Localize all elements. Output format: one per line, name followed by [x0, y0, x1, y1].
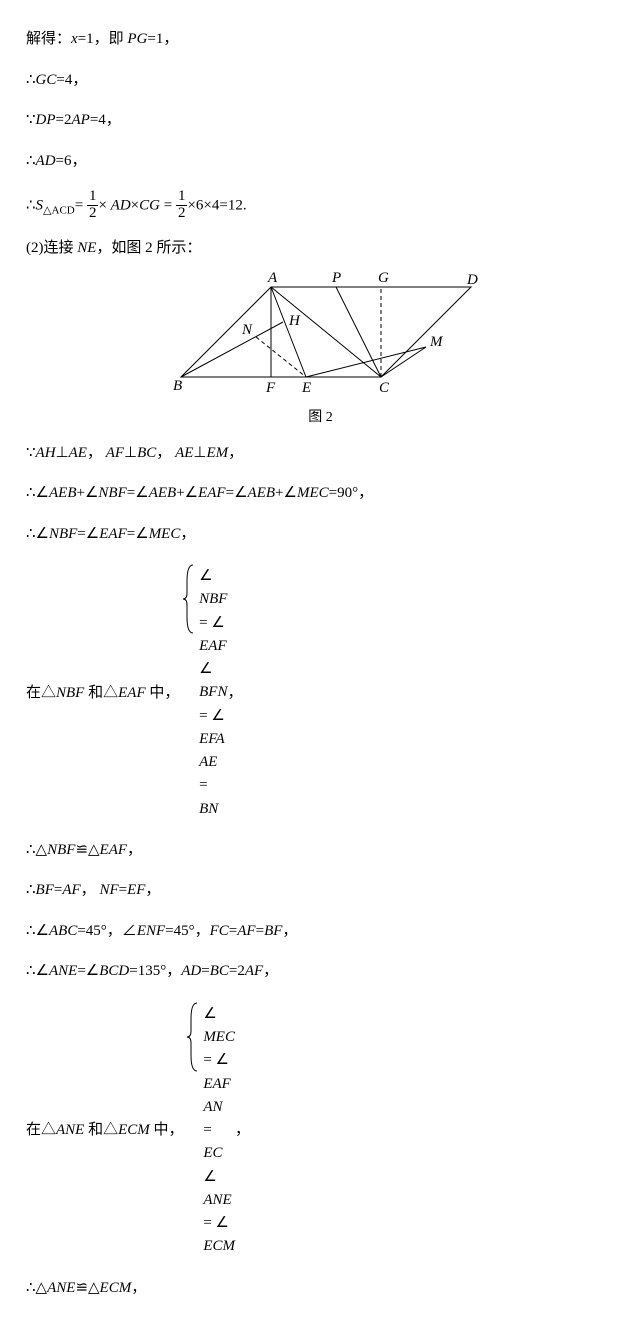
figure-caption: 图 2	[26, 407, 615, 428]
figure-2: A B C D E F G H M N P 图 2	[26, 267, 615, 428]
svg-text:E: E	[301, 380, 311, 396]
line-4: ∴AD=6，	[26, 150, 615, 173]
line-2: ∴GC=4，	[26, 69, 615, 92]
brace-block-1: ∠NBF = ∠EAF ∠BFN = ∠EFA AE = BN	[183, 563, 227, 823]
svg-text:F: F	[265, 380, 276, 396]
line-9: ∴∠NBF=∠EAF=∠MEC，	[26, 523, 615, 546]
line-13: ∴∠ABC=45°，∠ENF=45°，FC=AF=BF，	[26, 920, 615, 943]
svg-text:B: B	[173, 378, 182, 394]
svg-text:A: A	[267, 270, 278, 286]
diagram-svg: A B C D E F G H M N P	[161, 267, 481, 397]
brace-block-2: ∠MEC = ∠EAF AN = EC ∠ANE = ∠ECM	[187, 1001, 235, 1261]
line-5: ∴S△ACD= 12× AD×CG = 12×6×4=12.	[26, 190, 615, 223]
svg-text:H: H	[288, 313, 301, 329]
line-7: ∵AH⊥AE， AF⊥BC， AE⊥EM，	[26, 442, 615, 465]
svg-text:D: D	[466, 272, 478, 288]
line-14: ∴∠ANE=∠BCD=135°，AD=BC=2AF，	[26, 960, 615, 983]
svg-text:P: P	[331, 270, 341, 286]
line-3: ∵DP=2AP=4，	[26, 109, 615, 132]
line-8: ∴∠AEB+∠NBF=∠AEB+∠EAF=∠AEB+∠MEC=90°，	[26, 482, 615, 505]
line-11: ∴△NBF≌△EAF，	[26, 839, 615, 862]
svg-text:C: C	[379, 380, 390, 396]
svg-text:N: N	[241, 322, 253, 338]
line-6: (2)连接 NE，如图 2 所示：	[26, 237, 615, 260]
svg-text:G: G	[378, 270, 389, 286]
line-15: 在△ANE 和△ECM 中， ∠MEC = ∠EAF AN = EC ∠ANE …	[26, 1001, 615, 1261]
line-1: 解得：x=1，即 PG=1，	[26, 28, 615, 51]
svg-text:M: M	[429, 334, 444, 350]
line-12: ∴BF=AF， NF=EF，	[26, 879, 615, 902]
line-16: ∴△ANE≌△ECM，	[26, 1277, 615, 1300]
line-10: 在△NBF 和△EAF 中， ∠NBF = ∠EAF ∠BFN = ∠EFA A…	[26, 563, 615, 823]
